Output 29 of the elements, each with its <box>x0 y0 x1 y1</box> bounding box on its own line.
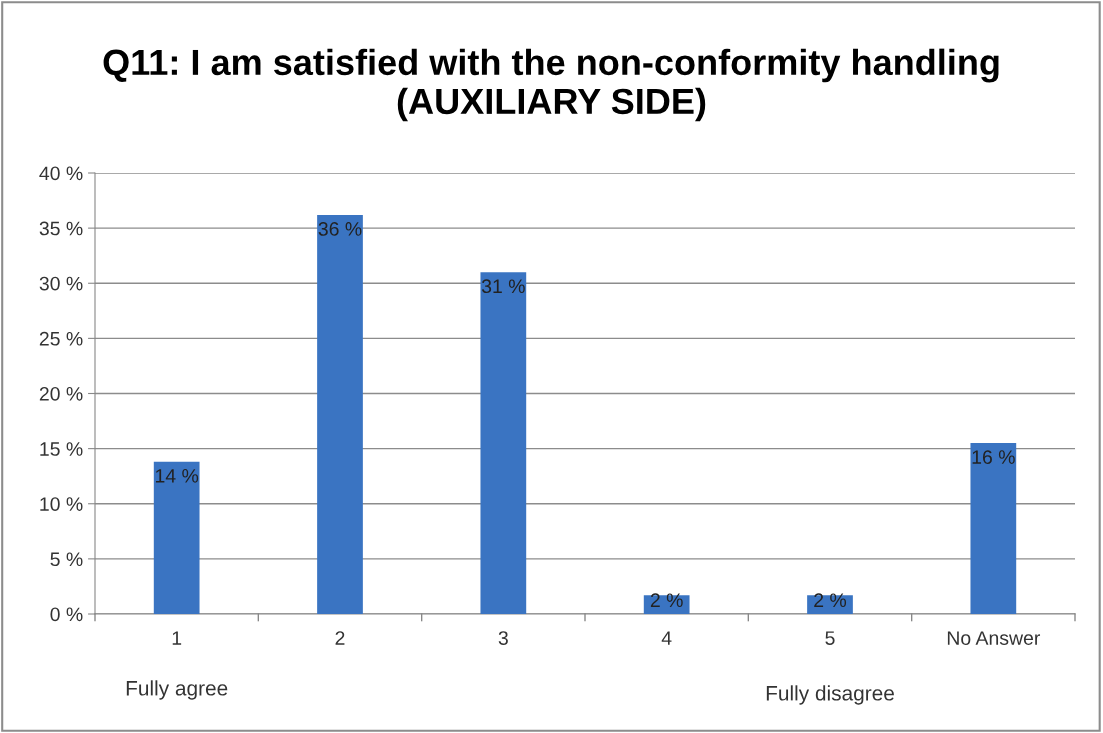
bar <box>970 443 1017 614</box>
y-tick-label: 10 % <box>40 497 83 511</box>
y-tick-label: 15 % <box>40 442 83 456</box>
data-label: 14 % <box>155 469 199 483</box>
x-tick-label: No Answer <box>947 631 1041 645</box>
y-tick-label: 0 % <box>50 607 83 622</box>
data-label: 36 % <box>318 222 362 236</box>
bar <box>643 595 690 614</box>
y-tick-label: 25 % <box>39 331 83 346</box>
data-label: 16 % <box>972 450 1015 465</box>
x-tick-label: 2 <box>335 631 345 645</box>
y-tick-label: 5 % <box>50 552 83 567</box>
bar <box>317 214 363 614</box>
chart-title: Q11: I am satisfied with the non-conformity handling (AUXILIARY SIDE) <box>103 48 999 122</box>
x-tick-label: 1 <box>172 631 182 645</box>
y-tick-label: 35 % <box>39 221 83 236</box>
data-label: 2 % <box>650 593 683 608</box>
x-tick-label: 5 <box>825 631 835 645</box>
text: Fully disagree <box>766 685 894 705</box>
y-tick-label: 40 % <box>39 166 83 181</box>
y-tick-label: 30 % <box>39 276 83 291</box>
bar <box>480 272 527 614</box>
x-tick-label: 4 <box>661 631 672 645</box>
data-label: 31 % <box>481 279 525 294</box>
data-label: 2 % <box>814 593 847 608</box>
text: Fully agree <box>126 680 228 700</box>
y-tick-label: 20 % <box>39 386 83 401</box>
bar <box>153 461 200 614</box>
x-tick-label: 3 <box>498 631 508 645</box>
